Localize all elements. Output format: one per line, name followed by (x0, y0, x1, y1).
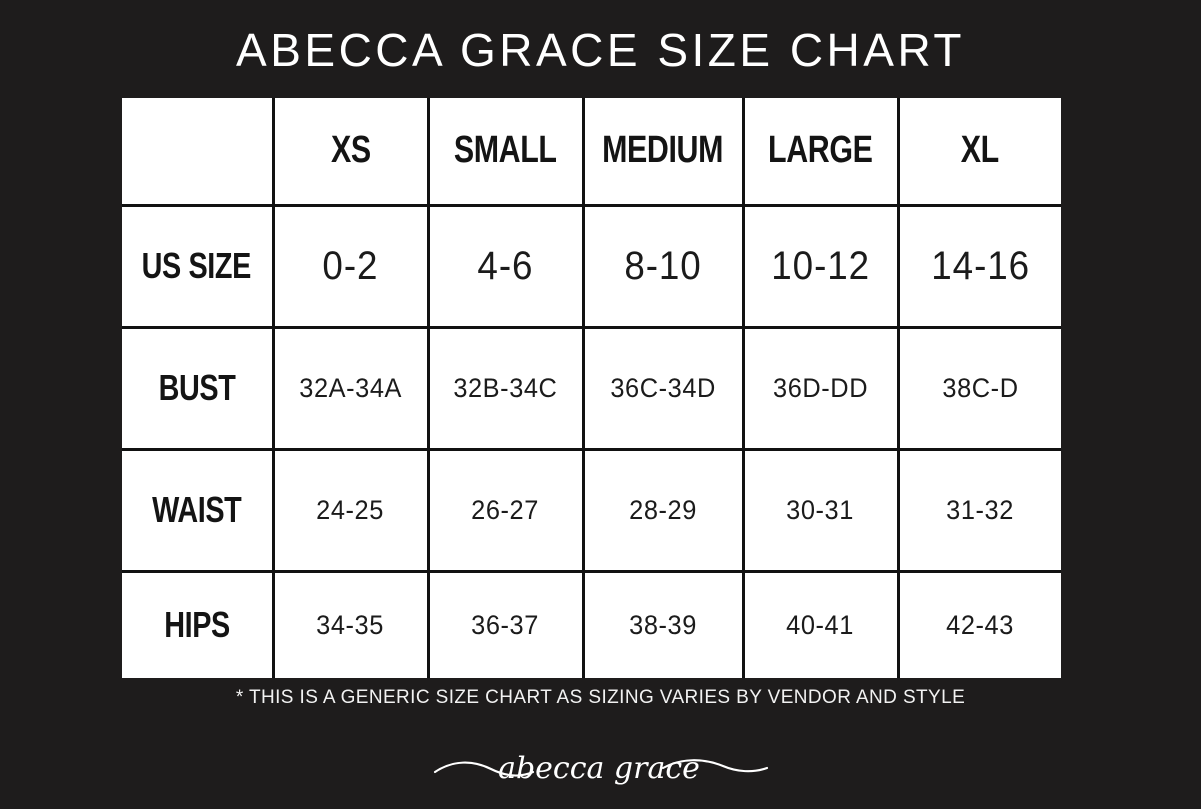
value-text: 0-2 (322, 243, 379, 288)
cell-bust-medium: 36C-34D (583, 327, 745, 451)
header-cell-medium: MEDIUM (583, 98, 745, 207)
brand-logo: abecca grace (0, 736, 1201, 798)
row-label-bust: BUST (158, 367, 236, 408)
value-text: 10-12 (771, 243, 870, 288)
value-text: 30-31 (786, 494, 855, 525)
row-label-cell-us-size: US SIZE (122, 205, 275, 329)
size-label-xs: XS (330, 129, 371, 172)
row-label-us-size: US SIZE (142, 245, 252, 286)
value-text: 32A-34A (299, 372, 402, 403)
size-label-large: LARGE (768, 129, 873, 172)
size-label-small: SMALL (454, 129, 557, 172)
cell-bust-xl: 38C-D (898, 327, 1061, 451)
cell-waist-xl: 31-32 (898, 449, 1061, 573)
logo-wordmark: abecca grace (498, 751, 700, 786)
header-cell-xs: XS (273, 98, 430, 207)
row-label-cell-waist: WAIST (122, 449, 275, 573)
table-row: BUST 32A-34A 32B-34C 36C-34D 36D-DD 38C-… (122, 327, 1061, 451)
value-text: 8-10 (624, 243, 702, 288)
cell-hips-xl: 42-43 (898, 571, 1061, 678)
value-text: 36C-34D (610, 372, 716, 403)
table-row: US SIZE 0-2 4-6 8-10 10-12 14-16 (122, 205, 1061, 329)
cell-bust-large: 36D-DD (743, 327, 900, 451)
row-label-cell-hips: HIPS (122, 571, 275, 678)
value-text: 14-16 (930, 243, 1030, 288)
value-text: 36-37 (471, 609, 540, 640)
cell-hips-medium: 38-39 (583, 571, 745, 678)
value-text: 24-25 (316, 494, 385, 525)
value-text: 4-6 (477, 243, 534, 288)
cell-waist-medium: 28-29 (583, 449, 745, 573)
value-text: 31-32 (946, 494, 1015, 525)
cell-waist-small: 26-27 (428, 449, 585, 573)
value-text: 38C-D (942, 372, 1019, 403)
value-text: 28-29 (629, 494, 697, 525)
size-label-xl: XL (961, 129, 1000, 172)
chart-footnote: * THIS IS A GENERIC SIZE CHART AS SIZING… (235, 687, 966, 708)
cell-bust-xs: 32A-34A (273, 327, 430, 451)
cell-hips-large: 40-41 (743, 571, 900, 678)
cell-bust-small: 32B-34C (428, 327, 585, 451)
cell-waist-xs: 24-25 (273, 449, 430, 573)
cell-waist-large: 30-31 (743, 449, 900, 573)
table-row: HIPS 34-35 36-37 38-39 40-41 42-43 (122, 571, 1061, 678)
header-cell-small: SMALL (428, 98, 585, 207)
cell-us-size-large: 10-12 (743, 205, 900, 329)
cell-hips-small: 36-37 (428, 571, 585, 678)
table-row: WAIST 24-25 26-27 28-29 30-31 31-32 (122, 449, 1061, 573)
cell-us-size-medium: 8-10 (583, 205, 745, 329)
size-label-medium: MEDIUM (602, 129, 724, 172)
value-text: 36D-DD (772, 372, 869, 403)
row-label-cell-bust: BUST (122, 327, 275, 451)
header-cell-corner (122, 98, 275, 207)
cell-us-size-small: 4-6 (428, 205, 585, 329)
value-text: 40-41 (786, 609, 855, 640)
cell-us-size-xs: 0-2 (273, 205, 430, 329)
value-text: 42-43 (946, 609, 1015, 640)
row-label-waist: WAIST (152, 489, 242, 530)
logo-flourish-right (661, 759, 768, 773)
header-cell-xl: XL (898, 98, 1061, 207)
header-cell-large: LARGE (743, 98, 900, 207)
page-title: ABECCA GRACE SIZE CHART (236, 24, 965, 76)
value-text: 38-39 (629, 609, 697, 640)
brand-logo-script: abecca grace (433, 751, 768, 786)
cell-hips-xs: 34-35 (273, 571, 430, 678)
cell-us-size-xl: 14-16 (898, 205, 1061, 329)
table-header-row: XS SMALL MEDIUM LARGE XL (122, 98, 1061, 207)
logo-flourish-left (433, 761, 534, 777)
size-chart-table: XS SMALL MEDIUM LARGE XL US SIZE (122, 98, 1061, 678)
row-label-hips: HIPS (163, 604, 230, 646)
value-text: 34-35 (316, 609, 385, 640)
value-text: 26-27 (471, 494, 540, 525)
value-text: 32B-34C (453, 372, 558, 403)
